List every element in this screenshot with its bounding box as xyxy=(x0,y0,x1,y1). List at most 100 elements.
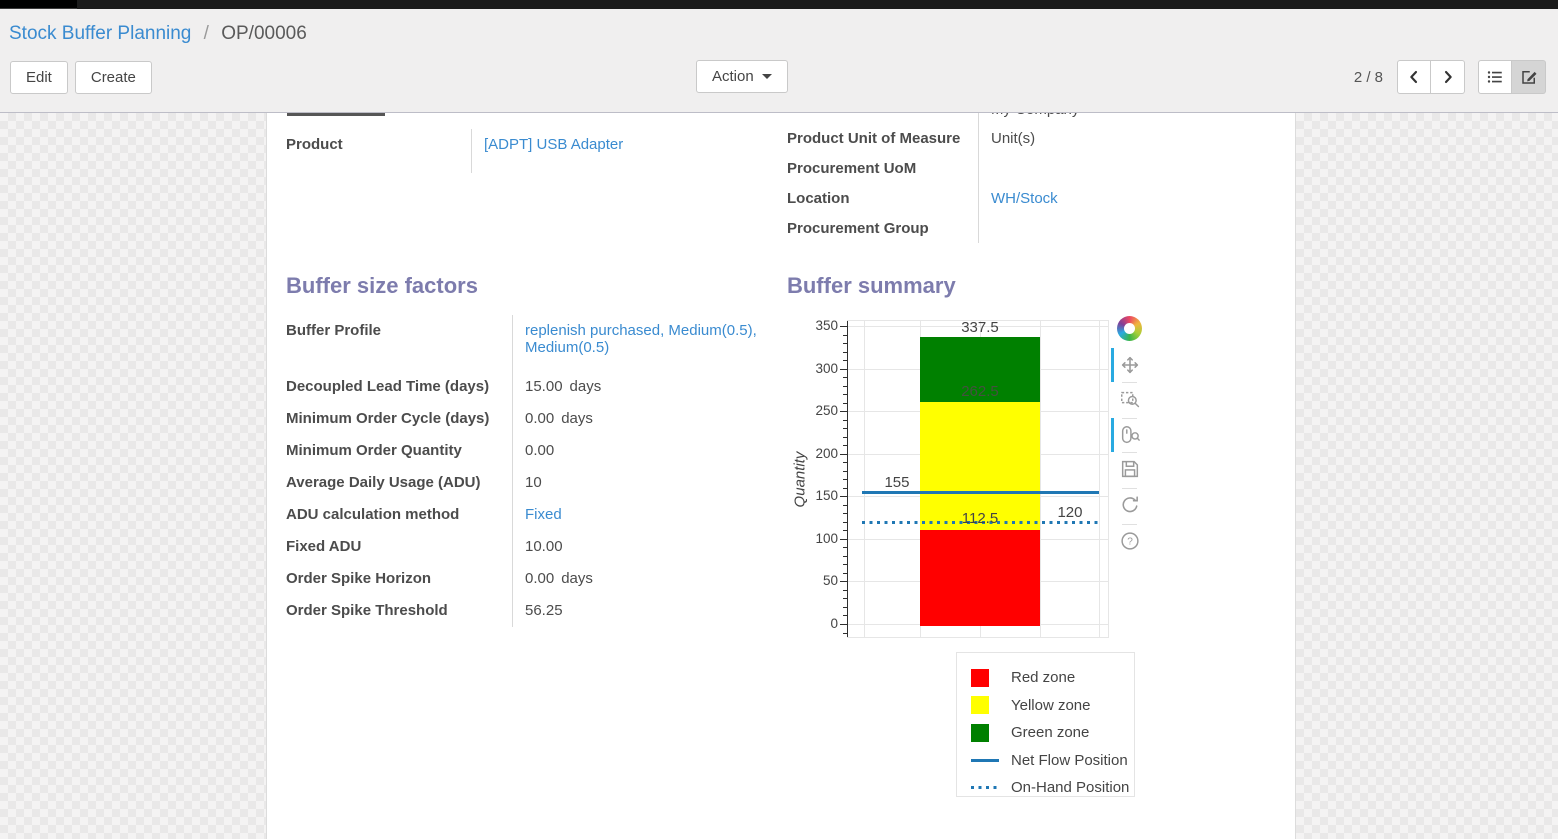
field-value: 15.00 days xyxy=(513,371,786,403)
y-axis-tick-label: 150 xyxy=(815,488,838,504)
chart-annotation: 337.5 xyxy=(961,318,999,336)
field-value: Unit(s) xyxy=(979,123,1296,153)
section-title-buffer-size-factors: Buffer size factors xyxy=(286,273,478,298)
field-value-link[interactable]: Fixed xyxy=(525,506,562,523)
chart-annotation: 155 xyxy=(884,474,910,492)
form-edit-icon xyxy=(1521,71,1536,84)
box-zoom-tool-icon[interactable] xyxy=(1117,386,1143,412)
y-axis-tick-label: 300 xyxy=(815,360,838,376)
field-label: Procurement UoM xyxy=(787,160,917,177)
legend-swatch-square xyxy=(970,668,989,687)
y-axis-minor-tick xyxy=(842,521,847,523)
y-axis-minor-tick xyxy=(842,462,847,464)
form-view-button[interactable] xyxy=(1512,60,1546,94)
action-label: Action xyxy=(712,68,754,85)
on-hand-position-line xyxy=(861,520,1099,524)
action-dropdown-button[interactable]: Action xyxy=(696,60,788,93)
legend-label: On-Hand Position xyxy=(1010,779,1130,797)
y-axis-tick-label: 0 xyxy=(830,616,838,631)
field-unit-suffix: days xyxy=(561,410,593,427)
y-axis-minor-tick xyxy=(842,547,847,549)
create-button[interactable]: Create xyxy=(74,60,152,94)
y-axis-minor-tick xyxy=(842,598,847,600)
chart-plot-area[interactable]: 337.5 262.5 155 112.5 120 0 50 100 150 200 250 300 3… xyxy=(815,318,1109,638)
y-axis-minor-tick xyxy=(842,606,847,608)
net-flow-position-line xyxy=(861,491,1099,495)
field-label: Minimum Order Quantity xyxy=(286,442,462,459)
pager-next-button[interactable] xyxy=(1431,60,1465,94)
field-value[interactable]: replenish purchased, Medium(0.5), Medium… xyxy=(513,315,786,371)
legend-item: On-Hand Position xyxy=(970,774,1134,802)
y-axis-minor-tick xyxy=(842,479,847,481)
field-group-product: Product [ADPT] USB Adapter xyxy=(267,129,787,173)
y-axis-tick-label: 200 xyxy=(815,445,838,461)
reset-tool-icon[interactable] xyxy=(1117,492,1143,518)
field-value-link[interactable]: [ADPT] USB Adapter xyxy=(484,136,624,153)
y-axis-minor-tick xyxy=(842,419,847,421)
caret-down-icon xyxy=(761,74,772,79)
legend-swatch-dotted xyxy=(970,786,1001,790)
pan-tool-icon[interactable] xyxy=(1117,352,1143,378)
field-label: Location xyxy=(787,190,850,207)
clipped-title-remnant xyxy=(287,113,385,116)
help-tool-icon[interactable]: ? xyxy=(1117,528,1143,554)
field-label: Order Spike Threshold xyxy=(286,602,448,619)
active-tool-indicator xyxy=(1110,348,1114,382)
toolbar-separator xyxy=(1121,488,1137,489)
section-title-buffer-summary: Buffer summary xyxy=(786,273,956,298)
y-axis-line xyxy=(846,321,848,637)
field-value-link[interactable]: WH/Stock xyxy=(991,190,1058,207)
field-value xyxy=(979,213,1296,243)
list-view-button[interactable] xyxy=(1478,60,1512,94)
chevron-right-icon xyxy=(1444,70,1452,84)
legend-item: Red zone xyxy=(970,664,1134,692)
y-axis-major-tick xyxy=(839,411,847,413)
y-axis-minor-tick xyxy=(842,564,847,566)
y-axis-minor-tick xyxy=(842,385,847,387)
wheel-zoom-tool-icon[interactable] xyxy=(1117,422,1143,448)
y-axis-minor-tick xyxy=(842,615,847,617)
save-tool-icon[interactable] xyxy=(1117,456,1143,482)
y-axis-minor-tick xyxy=(842,360,847,362)
field-label: Buffer Profile xyxy=(286,322,382,339)
chart-legend: Red zone Yellow zone Green zone Net Flow Po… xyxy=(955,652,1135,797)
legend-item: Yellow zone xyxy=(970,692,1134,720)
field-unit-suffix: days xyxy=(561,570,593,587)
form-view-background: Product [ADPT] USB Adapter Product Unit o… xyxy=(0,113,1558,839)
field-group-buffer-factors: Buffer Profile Decoupled Lead Time (days)… xyxy=(267,315,787,627)
field-value[interactable]: WH/Stock xyxy=(979,183,1296,213)
y-axis-minor-tick xyxy=(842,555,847,557)
y-axis-tick-label: 100 xyxy=(815,530,838,546)
legend-label: Yellow zone xyxy=(1010,696,1091,714)
field-value-text: 0.00 xyxy=(525,570,555,587)
y-axis-minor-tick xyxy=(842,632,847,634)
y-axis-major-tick xyxy=(839,453,847,455)
edit-button[interactable]: Edit xyxy=(10,60,68,94)
bokeh-logo-icon[interactable] xyxy=(1116,316,1142,341)
field-value-text: 10.00 xyxy=(525,538,563,555)
list-icon xyxy=(1487,71,1502,83)
chart-annotation: 120 xyxy=(1057,503,1083,521)
svg-text:?: ? xyxy=(1127,537,1133,548)
gridline-vertical xyxy=(863,321,865,637)
chart-annotation: 112.5 xyxy=(961,510,999,528)
y-axis-minor-tick xyxy=(842,351,847,353)
app-menu-tab[interactable] xyxy=(0,0,77,9)
field-value-link[interactable]: replenish purchased, Medium(0.5), Medium… xyxy=(525,322,757,356)
y-axis-major-tick xyxy=(839,624,847,625)
pager-previous-button[interactable] xyxy=(1397,60,1431,94)
field-value: 10.00 xyxy=(513,531,786,563)
legend-label: Green zone xyxy=(1010,724,1090,742)
field-value[interactable]: Fixed xyxy=(513,499,786,531)
field-unit-suffix: days xyxy=(569,378,602,395)
field-label: Fixed ADU xyxy=(286,538,362,555)
field-value: 0.00 days xyxy=(513,563,786,595)
y-axis-minor-tick xyxy=(842,589,847,591)
legend-swatch-square xyxy=(970,723,989,742)
y-axis-minor-tick xyxy=(842,436,847,438)
toolbar-separator xyxy=(1121,418,1137,419)
pager-area: 2 / 8 xyxy=(1354,60,1548,94)
breadcrumb-parent-link[interactable]: Stock Buffer Planning xyxy=(9,23,192,44)
field-value: 0.00 days xyxy=(513,403,786,435)
field-value[interactable]: [ADPT] USB Adapter xyxy=(472,129,787,173)
